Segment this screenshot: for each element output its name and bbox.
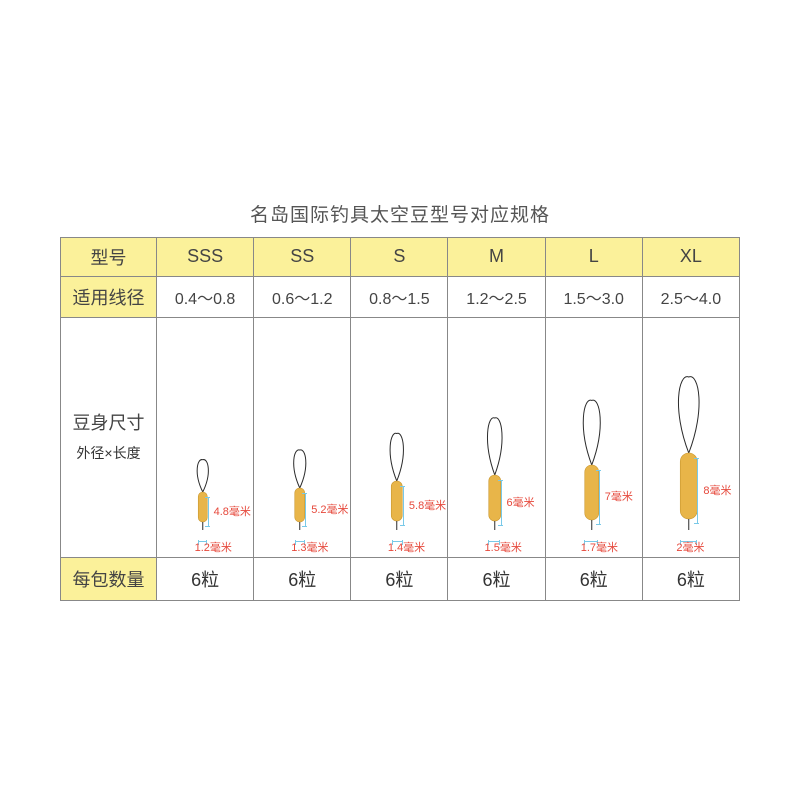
bean-illustration-cell: 6毫米 1.5毫米 [448, 317, 545, 557]
height-bracket [697, 458, 698, 524]
bean-wrap: 8毫米 2毫米 [643, 327, 739, 557]
qty-header: 每包数量 [61, 557, 157, 600]
bean-illustration-cell: 4.8毫米 1.2毫米 [157, 317, 254, 557]
line-range-cell: 1.2～2.5 [448, 276, 545, 317]
bean-illustration-cell: 5.2毫米 1.3毫米 [254, 317, 351, 557]
model-cell: XL [642, 237, 739, 276]
bean-illustration-cell: 7毫米 1.7毫米 [545, 317, 642, 557]
line-range-cell: 2.5～4.0 [642, 276, 739, 317]
bean-icon [577, 397, 605, 535]
bean-wrap: 4.8毫米 1.2毫米 [157, 327, 253, 557]
model-row: 型号 SSSSSSMLXL [61, 237, 740, 276]
height-label: 4.8毫米 [214, 503, 251, 519]
height-label: 8毫米 [703, 482, 731, 498]
model-cell: L [545, 237, 642, 276]
qty-cell: 6粒 [254, 557, 351, 600]
height-label: 5.8毫米 [409, 497, 446, 513]
line-range-cell: 0.4～0.8 [157, 276, 254, 317]
line-range-cell: 0.6～1.2 [254, 276, 351, 317]
line-range-cell: 1.5～3.0 [545, 276, 642, 317]
bean-illustration-cell: 5.8毫米 1.4毫米 [351, 317, 448, 557]
model-cell: SS [254, 237, 351, 276]
bean-wrap: 7毫米 1.7毫米 [546, 327, 642, 557]
spec-table: 型号 SSSSSSMLXL 适用线径 0.4～0.80.6～1.20.8～1.5… [60, 237, 740, 601]
bean-icon [286, 448, 314, 535]
width-label: 2毫米 [676, 539, 704, 555]
model-header: 型号 [61, 237, 157, 276]
line-range-cell: 0.8～1.5 [351, 276, 448, 317]
model-cell: S [351, 237, 448, 276]
qty-cell: 6粒 [545, 557, 642, 600]
bean-icon [383, 431, 411, 535]
height-label: 5.2毫米 [311, 501, 348, 517]
width-label: 1.5毫米 [485, 539, 522, 555]
body-size-label: 豆身尺寸 [73, 413, 145, 433]
width-label: 1.2毫米 [195, 539, 232, 555]
body-size-header: 豆身尺寸 外径×长度 [61, 317, 157, 557]
line-diameter-header: 适用线径 [61, 276, 157, 317]
width-label: 1.7毫米 [581, 539, 618, 555]
width-label: 1.3毫米 [291, 539, 328, 555]
height-bracket [403, 486, 404, 526]
height-bracket [208, 497, 209, 527]
bean-icon [480, 415, 508, 535]
height-label: 7毫米 [605, 488, 633, 504]
qty-cell: 6粒 [642, 557, 739, 600]
body-size-sub-label: 外径×长度 [63, 443, 154, 464]
bean-wrap: 5.2毫米 1.3毫米 [254, 327, 350, 557]
line-diameter-row: 适用线径 0.4～0.80.6～1.20.8～1.51.2～2.51.5～3.0… [61, 276, 740, 317]
body-size-row: 豆身尺寸 外径×长度 4.8毫米 1.2毫米 5.2毫米 1.3毫米 5.8毫米 1.4毫… [61, 317, 740, 557]
qty-cell: 6粒 [157, 557, 254, 600]
bean-icon [189, 458, 217, 535]
bean-illustration-cell: 8毫米 2毫米 [642, 317, 739, 557]
width-label: 1.4毫米 [388, 539, 425, 555]
height-bracket [599, 470, 600, 525]
qty-row: 每包数量 6粒6粒6粒6粒6粒6粒 [61, 557, 740, 600]
height-bracket [501, 480, 502, 526]
model-cell: M [448, 237, 545, 276]
height-label: 6毫米 [507, 494, 535, 510]
bean-wrap: 5.8毫米 1.4毫米 [351, 327, 447, 557]
bean-icon [675, 373, 703, 535]
bean-wrap: 6毫米 1.5毫米 [448, 327, 544, 557]
model-cell: SSS [157, 237, 254, 276]
height-bracket [305, 493, 306, 527]
chart-title: 名岛国际钓具太空豆型号对应规格 [60, 200, 740, 227]
qty-cell: 6粒 [448, 557, 545, 600]
qty-cell: 6粒 [351, 557, 448, 600]
